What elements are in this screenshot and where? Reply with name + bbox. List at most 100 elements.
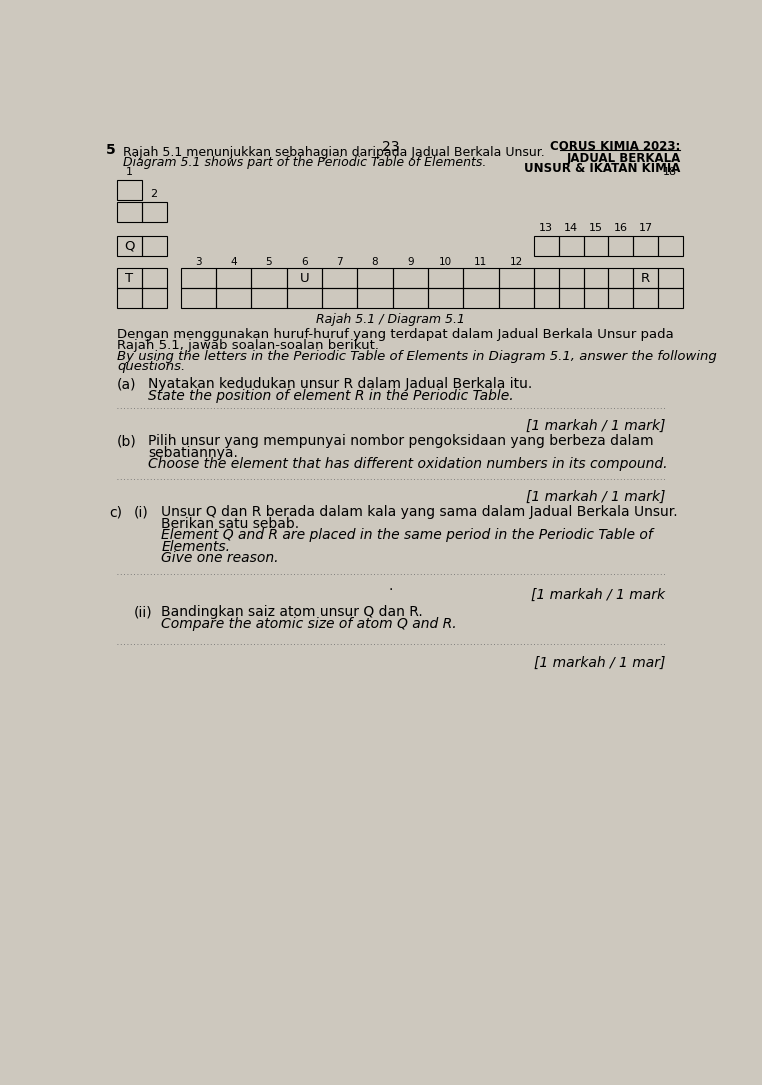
Bar: [428, 268, 463, 288]
Bar: [142, 268, 167, 288]
Bar: [633, 268, 658, 288]
Text: Rajah 5.1 / Diagram 5.1: Rajah 5.1 / Diagram 5.1: [316, 312, 465, 326]
Text: Unsur Q dan R berada dalam kala yang sama dalam Jadual Berkala Unsur.: Unsur Q dan R berada dalam kala yang sam…: [161, 506, 677, 520]
Bar: [608, 235, 633, 256]
Text: 14: 14: [564, 222, 578, 232]
Bar: [633, 288, 658, 308]
Bar: [534, 235, 559, 256]
Text: 12: 12: [510, 257, 523, 267]
Text: sebatiannya.: sebatiannya.: [148, 446, 238, 460]
Bar: [357, 268, 392, 288]
Text: CORUS KIMIA 2023:: CORUS KIMIA 2023:: [550, 140, 680, 153]
Bar: [392, 268, 428, 288]
Text: 4: 4: [230, 257, 237, 267]
Text: 23: 23: [382, 140, 399, 154]
Text: R: R: [641, 271, 650, 284]
Text: (ii): (ii): [134, 605, 152, 620]
Text: 11: 11: [474, 257, 488, 267]
Text: 3: 3: [195, 257, 201, 267]
Text: Dengan menggunakan huruf-huruf yang terdapat dalam Jadual Berkala Unsur pada: Dengan menggunakan huruf-huruf yang terd…: [117, 328, 674, 341]
Text: Nyatakan kedudukan unsur R dalam Jadual Berkala itu.: Nyatakan kedudukan unsur R dalam Jadual …: [148, 378, 532, 392]
Bar: [392, 288, 428, 308]
Bar: [287, 268, 322, 288]
Text: 1: 1: [126, 167, 133, 177]
Text: T: T: [125, 271, 133, 284]
Text: (b): (b): [117, 434, 136, 448]
Bar: [463, 268, 498, 288]
Bar: [117, 235, 142, 256]
Bar: [559, 268, 584, 288]
Text: Element Q and R are placed in the same period in the Periodic Table of: Element Q and R are placed in the same p…: [161, 528, 653, 542]
Bar: [584, 288, 608, 308]
Bar: [534, 288, 559, 308]
Text: 7: 7: [336, 257, 343, 267]
Text: U: U: [299, 271, 309, 284]
Text: 15: 15: [589, 222, 603, 232]
Text: [1 markah / 1 mar]: [1 markah / 1 mar]: [533, 656, 665, 671]
Text: 5: 5: [265, 257, 272, 267]
Bar: [287, 288, 322, 308]
Text: [1 markah / 1 mark]: [1 markah / 1 mark]: [526, 419, 665, 433]
Text: 2: 2: [151, 189, 158, 199]
Bar: [608, 288, 633, 308]
Text: (i): (i): [134, 506, 149, 520]
Bar: [117, 268, 142, 288]
Text: State the position of element R in the Periodic Table.: State the position of element R in the P…: [148, 388, 514, 403]
Text: Choose the element that has different oxidation numbers in its compound.: Choose the element that has different ox…: [148, 458, 668, 472]
Bar: [251, 268, 287, 288]
Bar: [216, 288, 251, 308]
Bar: [142, 202, 167, 221]
Text: Give one reason.: Give one reason.: [161, 551, 279, 565]
Bar: [117, 202, 142, 221]
Bar: [658, 288, 683, 308]
Text: JADUAL BERKALA: JADUAL BERKALA: [566, 152, 680, 165]
Text: 13: 13: [539, 222, 553, 232]
Text: Q: Q: [124, 239, 135, 252]
Text: Bandingkan saiz atom unsur Q dan R.: Bandingkan saiz atom unsur Q dan R.: [161, 605, 423, 620]
Bar: [608, 268, 633, 288]
Text: 18: 18: [663, 167, 677, 177]
Bar: [117, 180, 142, 201]
Bar: [498, 268, 534, 288]
Bar: [559, 235, 584, 256]
Bar: [322, 268, 357, 288]
Bar: [322, 288, 357, 308]
Text: (a): (a): [117, 378, 136, 392]
Bar: [633, 235, 658, 256]
Bar: [498, 288, 534, 308]
Bar: [181, 268, 216, 288]
Text: 6: 6: [301, 257, 308, 267]
Bar: [251, 288, 287, 308]
Bar: [584, 268, 608, 288]
Text: Rajah 5.1 menunjukkan sebahagian daripada Jadual Berkala Unsur.: Rajah 5.1 menunjukkan sebahagian daripad…: [123, 145, 545, 158]
Text: Diagram 5.1 shows part of the Periodic Table of Elements.: Diagram 5.1 shows part of the Periodic T…: [123, 155, 486, 168]
Bar: [216, 268, 251, 288]
Bar: [658, 235, 683, 256]
Bar: [357, 288, 392, 308]
Text: c): c): [109, 506, 122, 520]
Text: 5: 5: [106, 143, 116, 157]
Text: By using the letters in the Periodic Table of Elements in Diagram 5.1, answer th: By using the letters in the Periodic Tab…: [117, 349, 717, 362]
Bar: [142, 235, 167, 256]
Text: Rajah 5.1, jawab soalan-soalan berikut.: Rajah 5.1, jawab soalan-soalan berikut.: [117, 339, 379, 352]
Bar: [463, 288, 498, 308]
Text: [1 markah / 1 mark]: [1 markah / 1 mark]: [526, 489, 665, 503]
Text: 17: 17: [639, 222, 652, 232]
Bar: [559, 288, 584, 308]
Bar: [142, 288, 167, 308]
Text: Pilih unsur yang mempunyai nombor pengoksidaan yang berbeza dalam: Pilih unsur yang mempunyai nombor pengok…: [148, 434, 654, 448]
Text: [1 markah / 1 mark: [1 markah / 1 mark: [531, 588, 665, 602]
Bar: [428, 288, 463, 308]
Text: Elements.: Elements.: [161, 540, 230, 553]
Bar: [117, 288, 142, 308]
Text: .: .: [389, 579, 392, 593]
Bar: [658, 268, 683, 288]
Text: 9: 9: [407, 257, 414, 267]
Text: UNSUR & IKATAN KIMIA: UNSUR & IKATAN KIMIA: [524, 162, 680, 175]
Text: Berikan satu sebab.: Berikan satu sebab.: [161, 516, 299, 531]
Bar: [534, 268, 559, 288]
Text: questions.: questions.: [117, 360, 185, 373]
Bar: [584, 235, 608, 256]
Text: 10: 10: [439, 257, 452, 267]
Bar: [181, 288, 216, 308]
